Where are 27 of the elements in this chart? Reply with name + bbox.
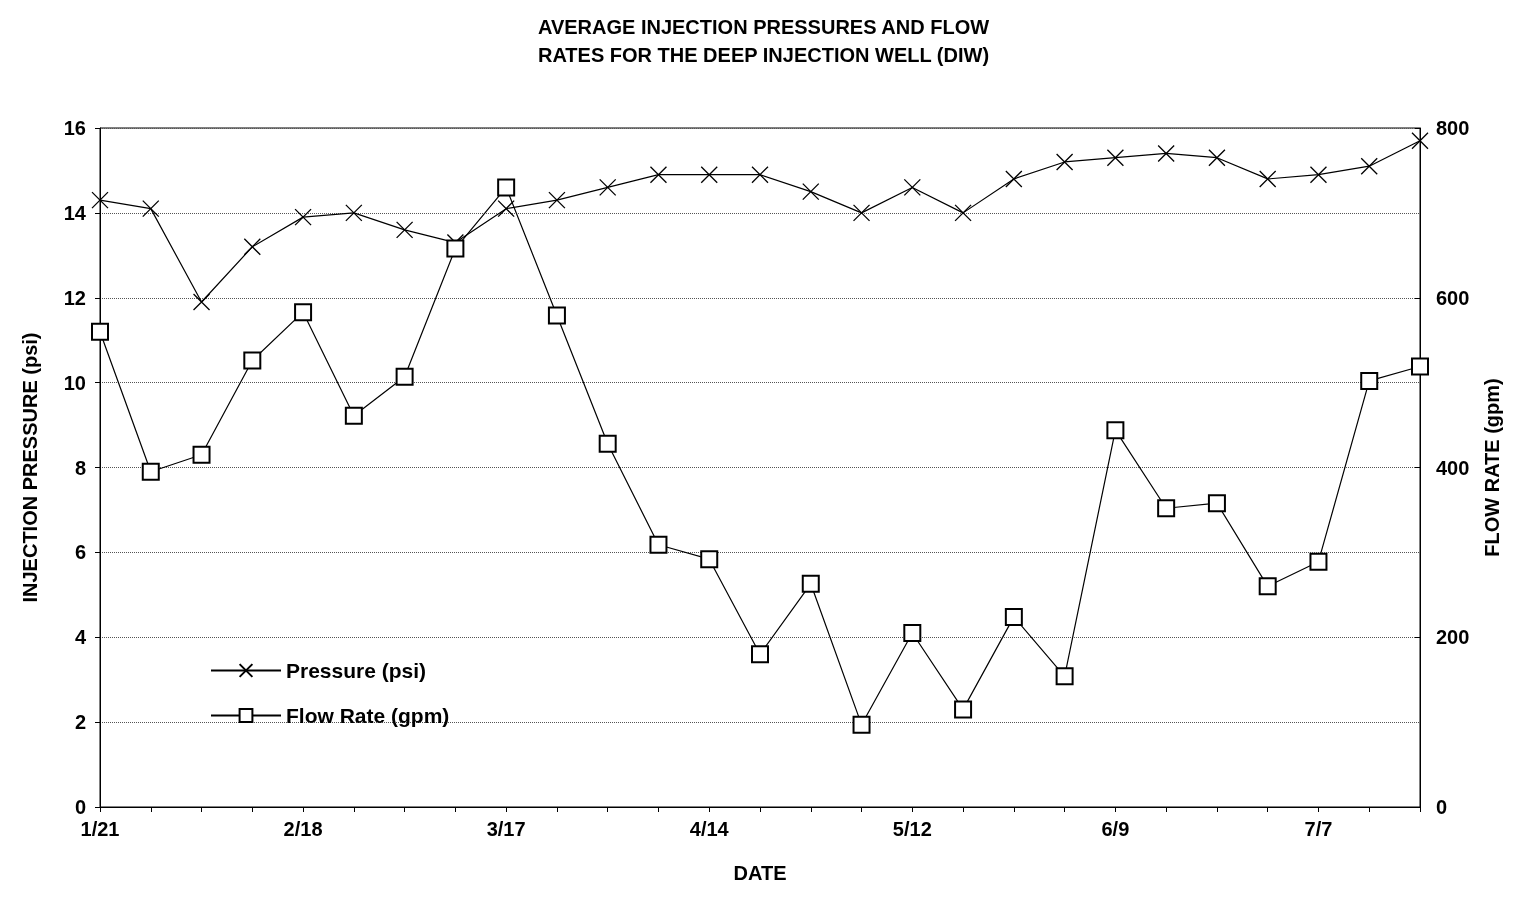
x-tick-label: 3/17 [486, 818, 526, 840]
legend-label: Flow Rate (gpm) [286, 704, 450, 727]
y-tick-label: 10 [63, 371, 86, 394]
y-tick-label: 2 [74, 711, 86, 734]
y2-tick-label: 200 [1436, 626, 1470, 649]
x-tick-label: 5/12 [892, 818, 932, 840]
y-tick-label: 8 [74, 456, 86, 479]
y2-axis-title: FLOW RATE (gpm) [1481, 378, 1503, 557]
y2-tick-label: 800 [1436, 117, 1470, 139]
x-tick-label: 2/18 [283, 818, 323, 840]
y-tick-label: 4 [74, 626, 87, 649]
y2-tick-label: 400 [1436, 456, 1470, 479]
x-tick-label: 1/21 [80, 818, 120, 840]
legend-label: Pressure (psi) [286, 659, 427, 682]
x-tick-label: 6/9 [1101, 818, 1130, 840]
y-tick-label: 12 [63, 286, 86, 309]
y-tick-label: 16 [63, 117, 86, 139]
y-axis-title: INJECTION PRESSURE (psi) [19, 332, 41, 603]
x-tick-label: 4/14 [689, 818, 730, 840]
x-tick-label: 7/7 [1304, 818, 1333, 840]
x-axis-title: DATE [733, 862, 787, 884]
y-tick-label: 6 [74, 541, 86, 564]
y-tick-label: 0 [74, 796, 86, 818]
y2-tick-label: 0 [1436, 796, 1448, 818]
y2-tick-label: 600 [1436, 286, 1470, 309]
y-tick-label: 14 [63, 201, 87, 224]
chart-title: AVERAGE INJECTION PRESSURES AND FLOW RATES FOR THE DEEP INJECTION WELL (DIW) [537, 16, 990, 66]
